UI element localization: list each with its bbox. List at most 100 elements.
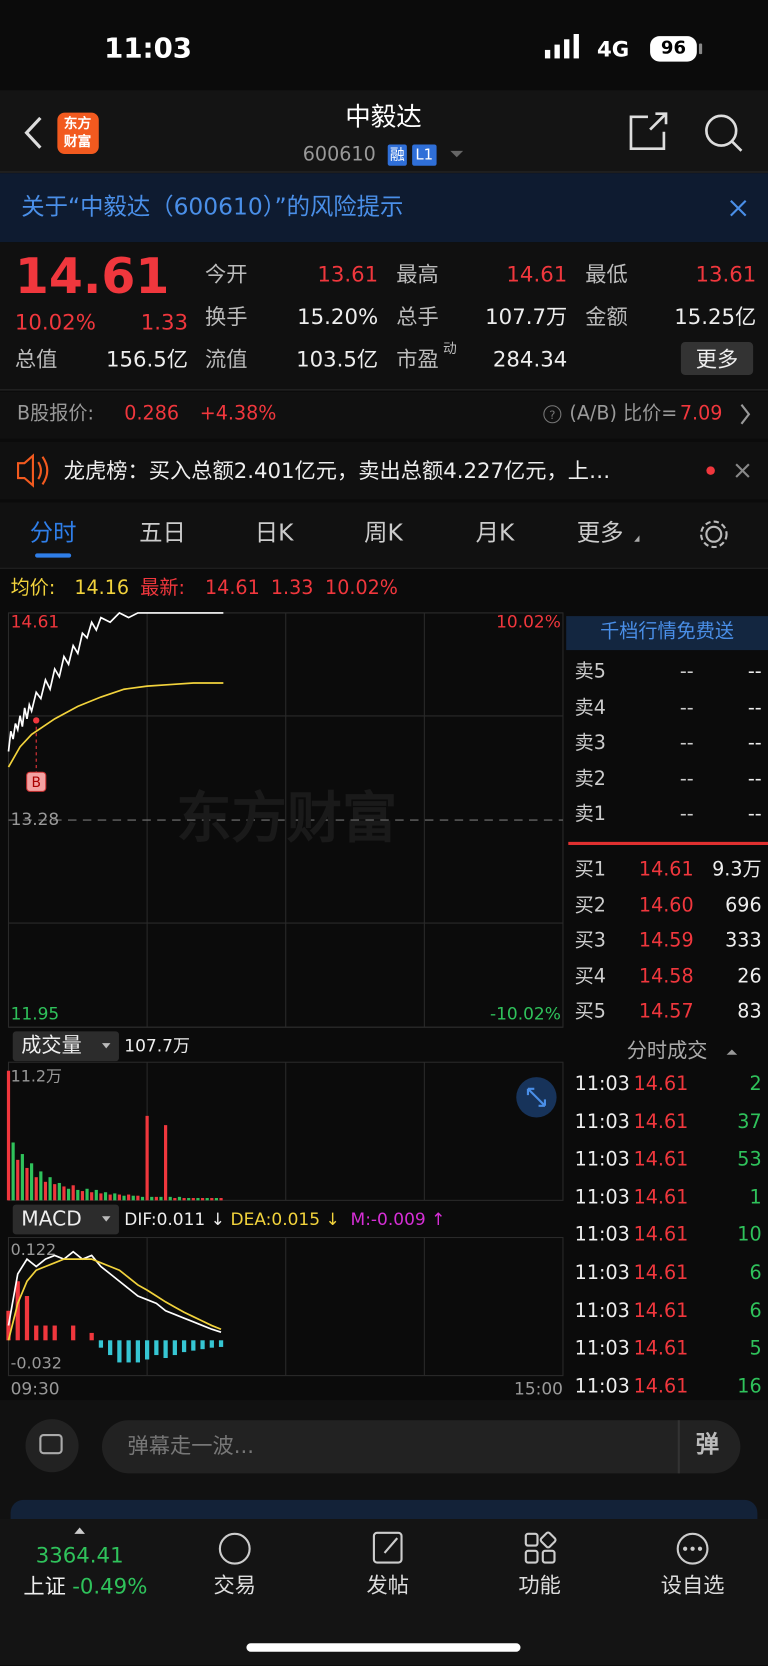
field-value: 284.34 <box>492 346 568 372</box>
marker-label: B <box>31 775 40 791</box>
volume-title[interactable]: 成交量 <box>21 1034 82 1058</box>
volume-bar <box>99 1193 103 1201</box>
volume-bar <box>103 1192 108 1201</box>
trade-price: 14.61 <box>633 1148 689 1171</box>
field-label: 换手 <box>205 303 248 330</box>
field-label: 流值 <box>205 346 248 372</box>
badge: L1 <box>412 144 437 166</box>
volume-bar <box>182 1198 186 1201</box>
book-price: -- <box>679 731 694 755</box>
danmaku-button[interactable]: 弹 <box>695 1431 720 1459</box>
trade-price: 14.61 <box>633 1299 689 1323</box>
back-button[interactable] <box>24 116 42 149</box>
trade-time: 11:03 <box>574 1110 630 1133</box>
risk-text[interactable]: 关于“中毅达（600610）”的风险提示 <box>21 194 404 221</box>
volume-bar <box>6 1070 11 1201</box>
volume-bar <box>191 1198 195 1201</box>
tab[interactable]: 分时 <box>29 520 77 548</box>
nav-item[interactable]: 发帖 <box>366 1572 409 1598</box>
x-tick-label: 15:00 <box>514 1379 563 1399</box>
macd-title[interactable]: MACD <box>21 1207 82 1231</box>
trade-volume: 6 <box>749 1261 762 1285</box>
nav-item[interactable]: 交易 <box>213 1572 256 1598</box>
marker-box <box>26 771 47 792</box>
trade-time: 11:03 <box>574 1148 630 1171</box>
tab[interactable]: 月K <box>475 520 515 548</box>
y-tick-label: 13.28 <box>11 810 60 830</box>
promo[interactable]: 千档行情免费送 <box>600 620 735 643</box>
volume-bar <box>214 1198 219 1201</box>
trade-volume: 2 <box>749 1072 762 1096</box>
avg-value: 14.16 <box>74 576 130 600</box>
macd-bar <box>154 1340 159 1356</box>
index-value[interactable]: 3364.41 <box>35 1542 124 1568</box>
comment-placeholder[interactable]: 弹幕走一波... <box>127 1432 254 1459</box>
dragon-tiger[interactable]: 龙虎榜：买入总额2.401亿元，卖出总额4.227亿元，上… <box>63 457 611 484</box>
tab[interactable]: 日K <box>254 520 294 548</box>
trade-price: 14.61 <box>633 1224 689 1247</box>
volume-bar <box>168 1196 172 1201</box>
stock-code: 600610 <box>302 143 376 166</box>
book-label: 买4 <box>574 965 606 988</box>
book-volume: 26 <box>737 965 762 988</box>
book-volume: 696 <box>725 893 762 917</box>
volume-bar <box>187 1198 191 1201</box>
price-line <box>7 611 224 752</box>
b-change: +4.38% <box>199 402 277 425</box>
more-button[interactable] <box>680 342 754 375</box>
tab[interactable]: 更多 <box>576 520 624 548</box>
status-time: 11:03 <box>104 32 193 65</box>
dea-label: DEA:0.015 ↓ <box>230 1208 340 1230</box>
b-price: 0.286 <box>124 402 180 425</box>
nav-item[interactable]: 功能 <box>518 1572 561 1598</box>
share-icon[interactable] <box>629 115 666 151</box>
trade-volume: 1 <box>749 1186 762 1209</box>
trade-time: 11:03 <box>574 1261 630 1285</box>
trade-volume: 37 <box>737 1110 762 1133</box>
more-label[interactable]: 更多 <box>695 346 739 372</box>
volume-bar <box>85 1188 89 1201</box>
change-pct: 10.02% <box>14 309 96 335</box>
volume-bar <box>177 1196 182 1201</box>
book-label: 卖5 <box>574 660 606 684</box>
volume-bar <box>53 1184 57 1201</box>
tab[interactable]: 周K <box>364 520 403 548</box>
pct-label: 10.02% <box>496 612 561 632</box>
dea-line <box>7 1258 222 1341</box>
book-label: 买2 <box>574 893 606 917</box>
volume-bar <box>94 1189 98 1201</box>
index-change: -0.49% <box>72 1573 148 1599</box>
battery: 96 <box>660 37 687 59</box>
nav-item[interactable]: 设自选 <box>660 1572 725 1598</box>
book-price: 14.58 <box>638 965 694 988</box>
field-label: 今开 <box>205 261 248 287</box>
field-value: 14.61 <box>506 261 568 287</box>
macd-bar <box>89 1332 94 1341</box>
volume-bar <box>159 1196 163 1201</box>
macd-bar <box>24 1296 30 1341</box>
watermark: 东方财富 <box>176 787 398 851</box>
volume-bar <box>30 1163 34 1201</box>
tab[interactable]: 五日 <box>139 520 186 548</box>
close-banner[interactable] <box>730 200 747 217</box>
latest-label: 最新: <box>140 576 185 600</box>
volume-bar <box>200 1198 205 1201</box>
book-price: 14.57 <box>638 1000 694 1023</box>
macd-bar <box>126 1340 131 1363</box>
book-volume: -- <box>747 731 762 755</box>
field-value: 156.5亿 <box>105 346 189 372</box>
volume-bar <box>164 1125 168 1201</box>
volume-bar <box>150 1196 154 1201</box>
avg-line <box>7 682 224 768</box>
trade-time: 11:03 <box>574 1375 630 1398</box>
search-icon[interactable] <box>705 114 738 147</box>
pct-label: -10.02% <box>490 1004 561 1024</box>
b-label: B股报价: <box>16 402 94 425</box>
svg-text:?: ? <box>549 408 555 422</box>
volume-bar <box>66 1188 71 1201</box>
ratio-label: (A/B) 比价= <box>569 402 678 425</box>
comment-input[interactable] <box>101 1420 741 1474</box>
trade-price: 14.61 <box>633 1261 689 1285</box>
volume-bar <box>113 1193 117 1201</box>
